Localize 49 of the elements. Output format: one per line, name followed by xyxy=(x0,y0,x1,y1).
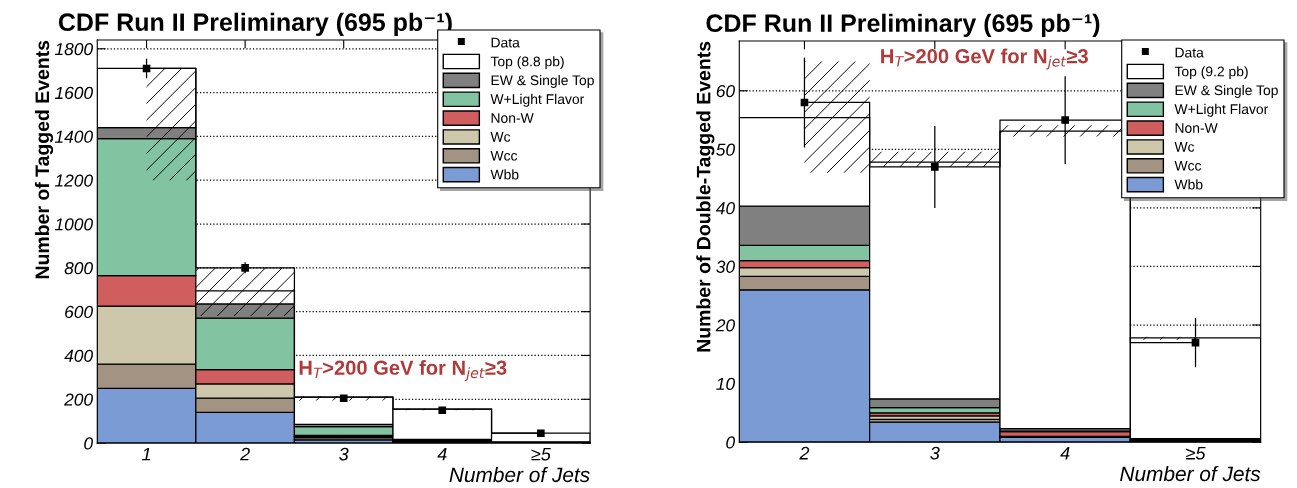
y-tick-label: 800 xyxy=(64,262,93,275)
chart-title: CDF Run II Preliminary (695 pb⁻¹) xyxy=(706,13,1100,37)
legend-label: Wbb xyxy=(1174,179,1203,190)
y-tick-label: 0 xyxy=(726,436,735,449)
y-tick-label: 1000 xyxy=(54,218,93,231)
y-tick-label: 1400 xyxy=(54,130,93,143)
x-axis-title: Number of Jets xyxy=(1120,465,1261,482)
y-tick-label: 600 xyxy=(65,305,93,319)
y-tick-label: 50 xyxy=(716,143,735,156)
y-tick-label: 1800 xyxy=(54,42,93,56)
y-tick-label: 30 xyxy=(716,260,735,273)
legend-label: W+Light Flavor xyxy=(1174,103,1269,117)
legend-label: Data xyxy=(1175,47,1204,58)
x-tick-label: ≥5 xyxy=(1186,446,1206,460)
y-tick-label: 400 xyxy=(64,349,93,362)
x-tick-label: ≥5 xyxy=(531,447,551,461)
legend-label: Wcc xyxy=(490,150,518,161)
legend-label: Top (9.2 pb) xyxy=(1174,66,1248,80)
y-tick-label: 40 xyxy=(715,202,735,215)
annotation: H$_{T}$>200 GeV for N$_{jet}$≥3 xyxy=(881,48,1088,70)
legend-label: EW & Single Top xyxy=(1175,85,1278,98)
legend-label: Wbb xyxy=(490,169,519,180)
annotation: H$_{T}$>200 GeV for N$_{jet}$≥3 xyxy=(299,360,507,381)
y-tick-label: 10 xyxy=(716,377,735,391)
legend-label: Wc xyxy=(1174,142,1195,152)
y-tick-label: 20 xyxy=(715,319,735,332)
legend-label: EW & Single Top xyxy=(491,75,594,88)
x-tick-label: 4 xyxy=(1060,446,1070,460)
legend-label: Top (8.8 pb) xyxy=(490,56,564,70)
legend-label: Wcc xyxy=(1174,160,1202,171)
x-tick-label: 3 xyxy=(930,446,940,460)
x-tick-label: 3 xyxy=(339,447,349,461)
y-tick-label: 60 xyxy=(716,84,735,98)
x-tick-label: 2 xyxy=(799,446,810,460)
x-tick-label: 4 xyxy=(437,447,447,461)
x-tick-label: 1 xyxy=(142,447,151,461)
y-axis-title: Number of Tagged Events xyxy=(34,40,54,279)
y-tick-label: 1200 xyxy=(54,174,93,187)
legend-label: Data xyxy=(491,37,520,48)
y-tick-label: 200 xyxy=(64,393,93,406)
y-tick-label: 0 xyxy=(84,437,93,450)
y-tick-label: 1600 xyxy=(54,86,93,100)
x-axis-title: Number of Jets xyxy=(449,466,590,483)
legend-label: Wc xyxy=(490,132,511,142)
legend-label: W+Light Flavor xyxy=(490,93,585,107)
legend-label: Non-W xyxy=(491,113,534,123)
x-tick-label: 2 xyxy=(240,447,250,461)
y-axis-title: Number of Double-Tagged Events xyxy=(696,41,715,352)
legend-label: Non-W xyxy=(1175,123,1218,133)
